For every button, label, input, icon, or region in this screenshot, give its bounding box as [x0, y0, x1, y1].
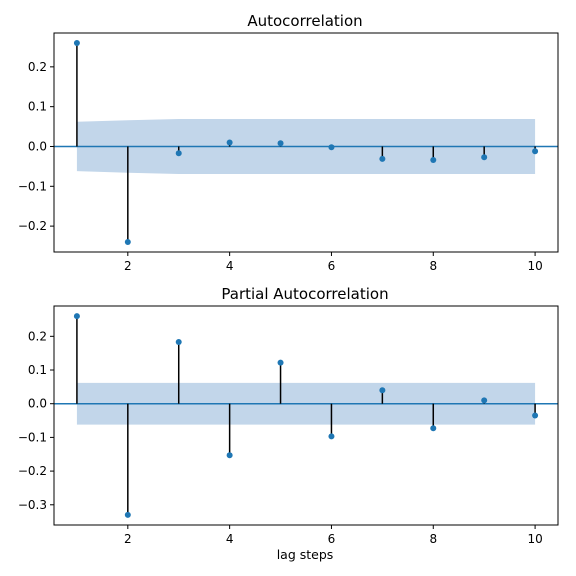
pacf-point	[175, 339, 182, 346]
acf-axes-frame	[53, 32, 559, 253]
acf-point	[379, 155, 386, 162]
pacf-point	[124, 511, 131, 518]
pacf-y-tick-label: −0.2	[18, 464, 47, 478]
acf-y-tick: 0.1	[28, 100, 54, 114]
acf-y-tick-label: −0.1	[18, 179, 47, 193]
acf-point	[532, 148, 539, 155]
pacf-x-tick: 4	[226, 525, 234, 546]
acf-point	[124, 239, 131, 246]
pacf-stems	[76, 316, 536, 515]
acf-y-tick-label: 0.0	[28, 139, 47, 153]
acf-y-tick-label: 0.1	[28, 100, 47, 114]
pacf-x-tick: 8	[429, 525, 437, 546]
acf-point	[430, 157, 437, 164]
acf-x-tick-label: 10	[527, 259, 542, 273]
acf-markers	[73, 39, 539, 246]
pacf-markers	[73, 313, 539, 518]
pacf-title: Partial Autocorrelation	[221, 285, 388, 303]
pacf-y-tick: 0.1	[28, 363, 54, 377]
pacf-point	[73, 313, 80, 320]
pacf-panel: Partial Autocorrelation 2 4 6 8 10 −0.3 …	[18, 285, 559, 562]
pacf-point	[379, 387, 386, 394]
acf-x-axis: 2 4 6 8 10	[124, 252, 543, 273]
pacf-x-axis-label: lag steps	[277, 547, 334, 562]
acf-x-tick-label: 4	[226, 259, 234, 273]
pacf-x-tick-label: 2	[124, 532, 132, 546]
pacf-y-tick: −0.1	[18, 430, 54, 444]
pacf-x-tick-label: 8	[429, 532, 437, 546]
acf-y-tick: −0.1	[18, 179, 54, 193]
acf-x-tick: 6	[328, 252, 336, 273]
pacf-point	[277, 359, 284, 366]
pacf-x-tick-label: 4	[226, 532, 234, 546]
acf-x-tick: 2	[124, 252, 132, 273]
pacf-x-tick: 6	[328, 525, 336, 546]
acf-y-tick-label: −0.2	[18, 219, 47, 233]
acf-y-tick: −0.2	[18, 219, 54, 233]
pacf-x-tick: 10	[527, 525, 543, 546]
pacf-point	[430, 425, 437, 432]
acf-panel: Autocorrelation 2 4 6 8 10 −0.2 −0.1 0.0…	[18, 12, 559, 273]
acf-point	[226, 139, 233, 146]
pacf-point	[226, 452, 233, 459]
acf-title: Autocorrelation	[247, 12, 362, 30]
acf-y-tick: 0.2	[28, 60, 54, 74]
acf-x-tick: 4	[226, 252, 234, 273]
acf-y-tick-label: 0.2	[28, 60, 47, 74]
pacf-y-tick: 0.0	[28, 397, 54, 411]
pacf-axes-frame	[53, 305, 559, 526]
pacf-y-tick: 0.2	[28, 329, 54, 343]
acf-x-tick: 10	[527, 252, 543, 273]
pacf-y-tick-label: −0.1	[18, 430, 47, 444]
pacf-point	[481, 397, 488, 404]
acf-y-axis: −0.2 −0.1 0.0 0.1 0.2	[18, 60, 54, 233]
pacf-y-tick-label: −0.3	[18, 498, 47, 512]
acf-x-tick-label: 6	[328, 259, 336, 273]
pacf-y-tick-label: 0.0	[28, 397, 47, 411]
acf-x-tick-label: 2	[124, 259, 132, 273]
pacf-y-tick-label: 0.2	[28, 329, 47, 343]
pacf-point	[328, 433, 335, 440]
pacf-y-tick: −0.2	[18, 464, 54, 478]
pacf-x-tick-label: 6	[328, 532, 336, 546]
acf-y-tick: 0.0	[28, 139, 54, 153]
pacf-y-tick-label: 0.1	[28, 363, 47, 377]
acf-point	[328, 144, 335, 151]
acf-point	[277, 140, 284, 147]
acf-x-tick: 8	[429, 252, 437, 273]
acf-point	[73, 39, 80, 46]
acf-point	[481, 154, 488, 161]
acf-point	[175, 150, 182, 157]
pacf-y-tick: −0.3	[18, 498, 54, 512]
pacf-x-tick-label: 10	[527, 532, 542, 546]
acf-x-tick-label: 8	[429, 259, 437, 273]
pacf-y-axis: −0.3 −0.2 −0.1 0.0 0.1 0.2	[18, 329, 54, 512]
pacf-x-tick: 2	[124, 525, 132, 546]
pacf-x-axis: 2 4 6 8 10	[124, 525, 543, 546]
pacf-point	[532, 412, 539, 419]
